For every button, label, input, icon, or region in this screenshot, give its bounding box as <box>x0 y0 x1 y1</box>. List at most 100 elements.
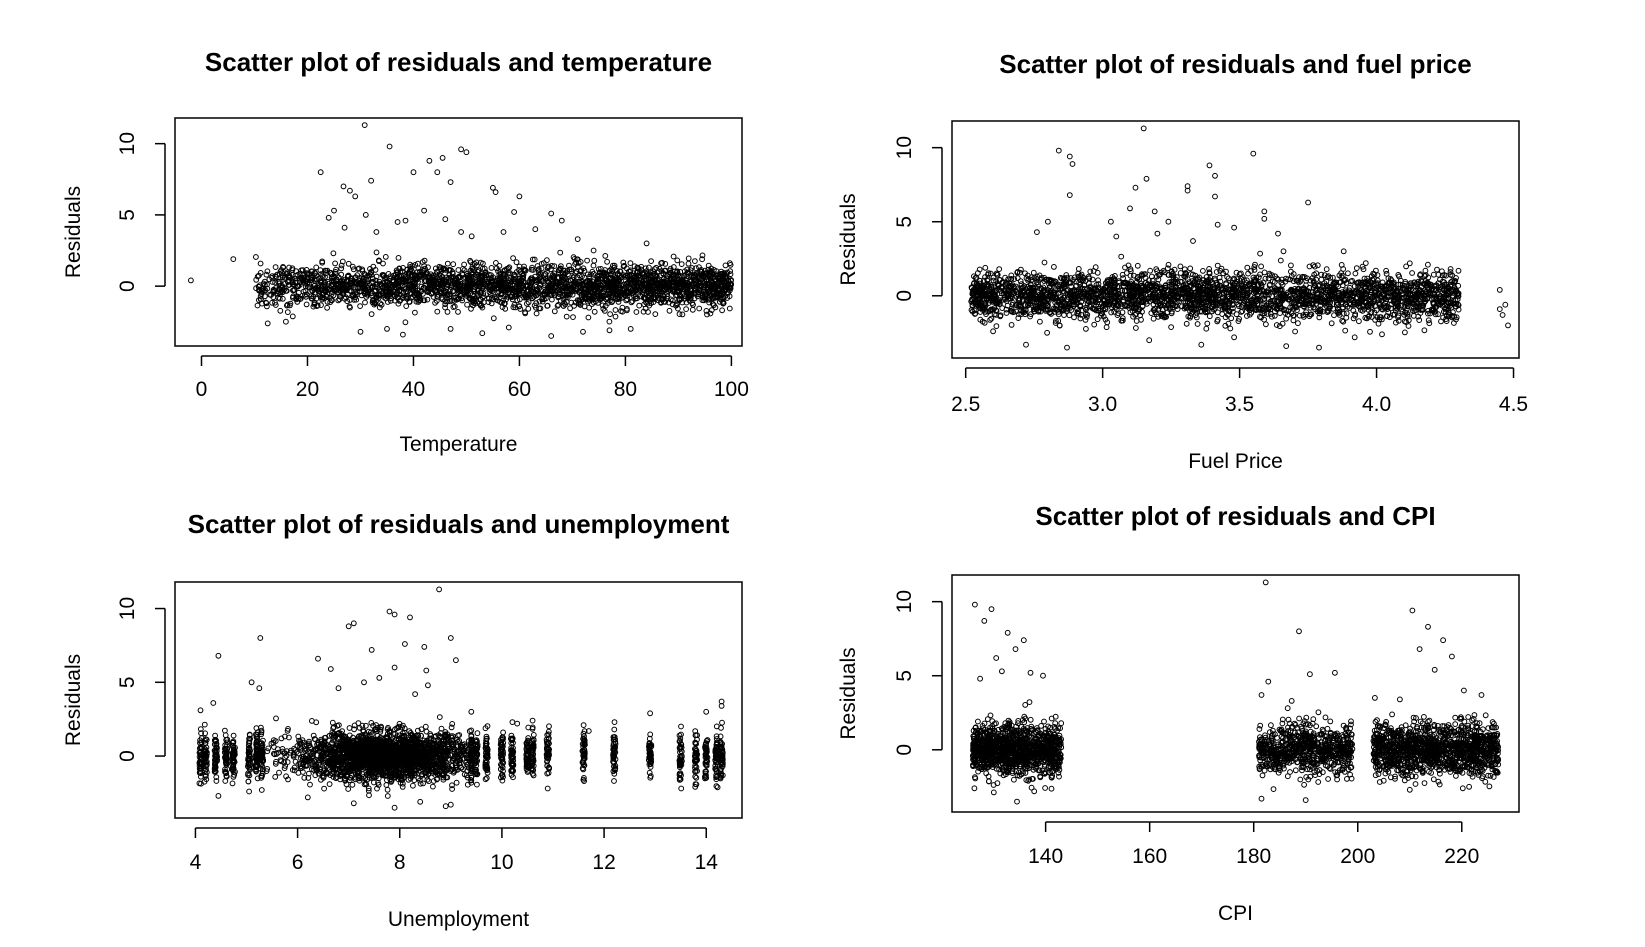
data-point <box>402 217 409 224</box>
data-point <box>628 299 635 306</box>
data-point <box>1290 317 1297 324</box>
scatter-points <box>968 125 1511 351</box>
data-point <box>490 315 497 322</box>
x-tick-label: 0 <box>196 378 208 401</box>
data-point <box>332 260 339 267</box>
data-point <box>544 302 551 309</box>
data-point <box>1204 320 1211 327</box>
data-point <box>1134 262 1141 269</box>
data-point <box>1227 325 1234 332</box>
data-point <box>421 207 428 214</box>
data-point <box>347 187 353 194</box>
data-point <box>447 326 454 332</box>
x-tick-label: 60 <box>508 378 531 401</box>
data-point <box>444 309 451 315</box>
data-point <box>1187 265 1194 272</box>
data-point <box>317 267 324 274</box>
data-point <box>1263 321 1269 328</box>
data-point <box>999 305 1006 312</box>
data-point <box>1194 321 1201 327</box>
data-point <box>1295 320 1301 327</box>
data-point <box>468 233 475 240</box>
data-point <box>402 319 409 326</box>
data-point <box>652 311 659 318</box>
data-point <box>607 311 613 318</box>
data-point <box>338 265 345 272</box>
data-point <box>395 255 402 261</box>
data-point <box>386 143 393 150</box>
data-point <box>257 270 264 276</box>
x-tick-label: 2.5 <box>951 393 980 416</box>
data-point <box>606 318 613 325</box>
scatter-points <box>188 122 734 339</box>
data-point <box>586 304 592 311</box>
data-point <box>525 305 532 312</box>
data-point <box>505 324 512 331</box>
data-point <box>620 259 627 266</box>
data-point <box>253 254 259 260</box>
x-axis: 0 20 40 60 80 100 <box>196 355 749 401</box>
data-point <box>464 301 471 308</box>
data-point <box>558 217 565 224</box>
data-point <box>277 307 284 314</box>
plot-frame <box>174 117 743 347</box>
data-point <box>362 299 368 306</box>
data-point <box>361 122 368 128</box>
x-tick-label: 20 <box>296 378 319 401</box>
y-tick-label: 0 <box>893 290 916 302</box>
data-point <box>450 261 457 268</box>
data-point <box>530 267 536 273</box>
data-point <box>335 297 342 304</box>
data-point <box>699 252 706 259</box>
data-point <box>580 328 586 335</box>
data-point <box>434 308 441 315</box>
data-point <box>1075 266 1082 272</box>
data-point <box>1425 261 1431 268</box>
data-point <box>289 278 296 285</box>
data-point <box>1292 328 1298 335</box>
data-point <box>455 309 461 315</box>
data-point <box>1455 267 1462 274</box>
data-point <box>426 157 433 164</box>
data-point <box>410 169 417 176</box>
data-point <box>591 308 598 315</box>
data-point <box>1083 326 1089 332</box>
data-point <box>722 262 729 269</box>
data-point <box>1233 311 1240 318</box>
data-point <box>707 310 714 317</box>
data-point <box>551 263 558 270</box>
data-point <box>403 303 410 310</box>
data-point <box>493 260 499 266</box>
data-point <box>463 149 470 156</box>
data-point <box>352 193 359 200</box>
data-point <box>1103 324 1110 331</box>
data-point <box>376 257 382 264</box>
data-point <box>1314 262 1321 269</box>
data-point <box>479 330 486 337</box>
data-point <box>604 258 610 265</box>
data-point <box>1008 322 1015 328</box>
data-point <box>373 229 380 235</box>
data-point <box>513 259 520 266</box>
data-point <box>412 309 418 316</box>
y-tick-label: 5 <box>116 209 139 221</box>
data-point <box>264 320 271 327</box>
data-point <box>272 264 279 271</box>
data-point <box>548 333 555 339</box>
data-point <box>726 305 733 312</box>
plot-frame <box>951 120 1520 359</box>
data-point <box>439 155 446 161</box>
chart-title: Scatter plot of residuals and temperatur… <box>205 47 712 77</box>
x-tick-label: 3.5 <box>1225 393 1254 416</box>
data-point <box>230 256 237 263</box>
data-point <box>548 210 555 217</box>
data-point <box>357 328 364 335</box>
data-point <box>325 214 332 221</box>
data-point <box>380 260 386 267</box>
data-point <box>591 257 598 264</box>
y-axis-label: Residuals <box>837 193 860 285</box>
data-point <box>289 265 296 272</box>
data-point <box>1133 325 1139 331</box>
